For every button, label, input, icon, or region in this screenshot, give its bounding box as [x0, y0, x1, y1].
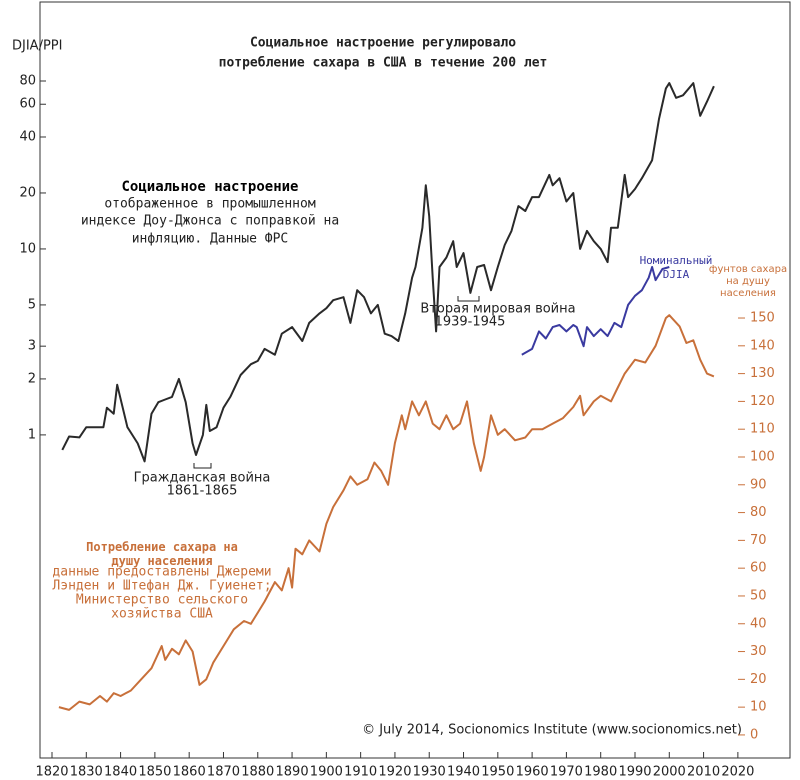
annotation: Вторая мировая война	[420, 302, 575, 317]
y2-tick-label: 50	[750, 588, 767, 603]
annotation: данные предоставлены Джереми	[52, 565, 271, 580]
annotation: 1861-1865	[167, 484, 238, 499]
series-line	[58, 314, 715, 711]
y2-tick-label: 10	[750, 700, 767, 715]
chart-title: Социальное настроение регулировало	[250, 36, 516, 51]
series-line	[521, 266, 670, 356]
y-tick-label: 5	[28, 297, 36, 312]
y2-tick-label: 70	[750, 533, 767, 548]
x-tick-label: 1960	[516, 765, 549, 780]
y2-tick-label: 150	[750, 311, 775, 326]
annotation: Лэнден и Штефан Дж. Гуиенет;	[52, 579, 271, 594]
x-tick-label: 1880	[241, 765, 274, 780]
y-tick-label: 10	[19, 241, 36, 256]
y2-tick-label: 40	[750, 616, 767, 631]
x-tick-label: 1980	[584, 765, 617, 780]
chart-title: потребление сахара в США в течение 200 л…	[219, 56, 548, 71]
series-heading: Номинальный DJIA	[639, 254, 713, 281]
series-heading: Потребление сахара на душу населения	[86, 540, 238, 568]
y-tick-label: 60	[19, 97, 36, 112]
y-tick-label: 1	[28, 427, 36, 442]
x-tick-label: 1930	[413, 765, 446, 780]
y2-tick-label: 140	[750, 338, 775, 353]
credit: © July 2014, Socionomics Institute (www.…	[362, 723, 742, 738]
y2-tick-label: 100	[750, 449, 775, 464]
x-tick-label: 1870	[207, 765, 240, 780]
y-tick-label: 20	[19, 185, 36, 200]
x-tick-label: 1970	[550, 765, 583, 780]
x-tick-label: 2000	[653, 765, 686, 780]
x-tick-label: 1830	[70, 765, 103, 780]
y-tick-label: 80	[19, 74, 36, 89]
y2-tick-label: 20	[750, 672, 767, 687]
x-tick-label: 1820	[35, 765, 68, 780]
y2-tick-label: 60	[750, 561, 767, 576]
x-tick-label: 1940	[447, 765, 480, 780]
x-tick-label: 2020	[721, 765, 754, 780]
x-tick-label: 1900	[310, 765, 343, 780]
y2-tick-label: 0	[750, 727, 758, 742]
y2-tick-label: 110	[750, 422, 775, 437]
x-tick-label: 1850	[138, 765, 171, 780]
y-tick-label: 2	[28, 371, 36, 386]
series-line	[61, 82, 715, 463]
y2-tick-label: 120	[750, 394, 775, 409]
annotation: отображенное в промышленном	[104, 197, 315, 212]
x-tick-label: 1990	[618, 765, 651, 780]
war-bracket	[457, 296, 480, 302]
war-bracket	[193, 463, 212, 469]
plot-frame	[39, 1, 791, 759]
annotation: хозяйства США	[111, 607, 213, 622]
x-tick-label: 2010	[687, 765, 720, 780]
x-tick-label: 1910	[344, 765, 377, 780]
y-axis-label: DJIA/PPI	[12, 39, 62, 54]
y2-tick-label: 80	[750, 505, 767, 520]
annotation: инфляцию. Данные ФРС	[132, 232, 289, 247]
annotation: Гражданская война	[134, 471, 271, 486]
y2-axis-label: фунтов сахара на душу населения	[708, 264, 788, 299]
y-tick-label: 40	[19, 129, 36, 144]
annotation: 1939-1945	[435, 315, 506, 330]
y2-tick-label: 130	[750, 366, 775, 381]
x-tick-label: 1860	[173, 765, 206, 780]
x-tick-label: 1840	[104, 765, 137, 780]
y2-tick-label: 30	[750, 644, 767, 659]
series-heading: Социальное настроение	[121, 179, 299, 195]
y2-tick-label: 90	[750, 477, 767, 492]
y-tick-label: 3	[28, 339, 36, 354]
annotation: Министерство сельского	[76, 593, 248, 608]
x-tick-label: 1890	[276, 765, 309, 780]
x-tick-label: 1950	[481, 765, 514, 780]
annotation: индексе Доу-Джонса с поправкой на	[81, 214, 339, 229]
x-tick-label: 1920	[378, 765, 411, 780]
